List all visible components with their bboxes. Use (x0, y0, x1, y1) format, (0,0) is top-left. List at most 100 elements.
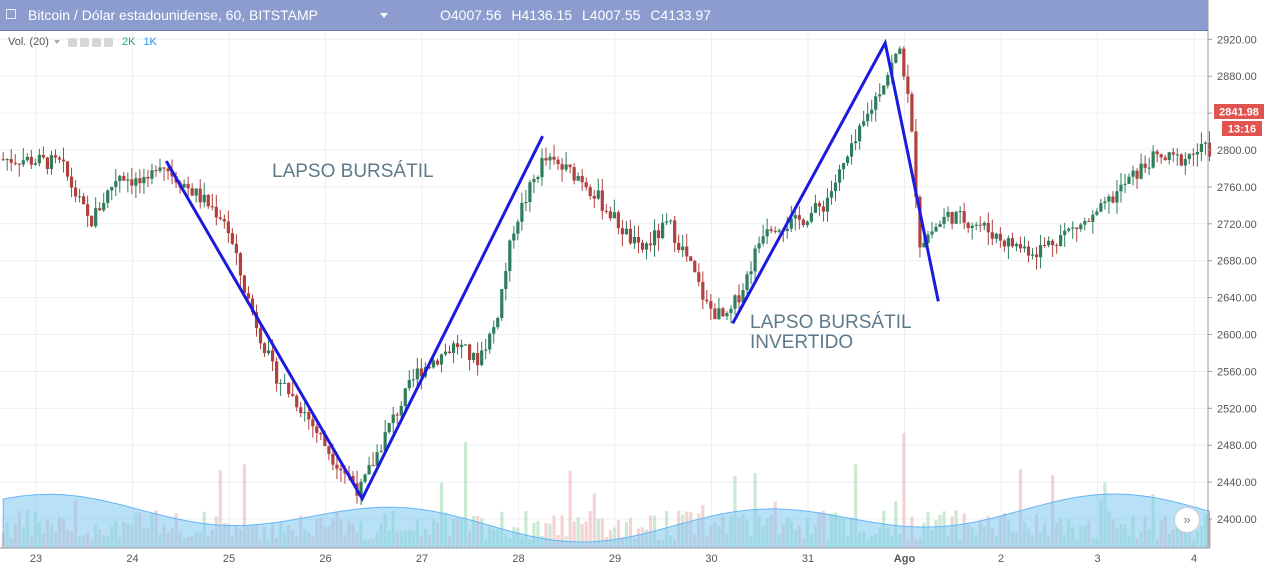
candle-body (1175, 154, 1179, 156)
trend-line-2[interactable] (731, 38, 940, 325)
candle-body (1075, 227, 1079, 230)
candle-body (134, 178, 138, 186)
y-tick-label: 2520.00 (1217, 403, 1257, 415)
volume-bar (902, 432, 906, 548)
candle-body (351, 475, 355, 484)
candle-body (45, 157, 50, 170)
candle-body (733, 295, 737, 309)
candle-body (480, 350, 484, 366)
x-tick-label: 3 (1094, 553, 1100, 565)
candle-body (1155, 151, 1159, 155)
volume-label[interactable]: Vol. (20) (8, 36, 49, 48)
candle-body (1203, 142, 1208, 144)
collapse-icon[interactable] (6, 9, 16, 19)
candle-body (1107, 196, 1111, 202)
candle-body (114, 181, 118, 187)
caret-down-icon[interactable] (53, 40, 60, 44)
volume-moving-average (2, 493, 1210, 549)
candle-body (1014, 244, 1019, 247)
candle-body (1002, 240, 1006, 247)
price-axis[interactable]: 2920.002880.002840.002800.002760.002720.… (1207, 0, 1257, 548)
candle-body (303, 412, 307, 414)
candle-body (90, 215, 94, 227)
candle-body (69, 176, 74, 188)
candle-body (443, 351, 448, 355)
x-tick-label: 25 (223, 553, 235, 565)
candle-body (250, 298, 255, 313)
gear-icon[interactable] (79, 37, 89, 47)
y-tick-label: 2720.00 (1217, 219, 1257, 231)
add-icon[interactable] (91, 37, 101, 47)
candle-body (862, 121, 866, 126)
y-tick-label: 2880.00 (1217, 71, 1257, 83)
candle-body (990, 232, 994, 239)
candle-body (588, 187, 592, 196)
candle-body (878, 94, 882, 97)
candle-body (9, 159, 13, 163)
candle-body (689, 256, 693, 262)
candle-body (777, 230, 781, 232)
y-tick-label: 2920.00 (1217, 34, 1257, 46)
candle-body (725, 312, 729, 317)
close-icon[interactable] (103, 37, 113, 47)
y-tick-label: 2600.00 (1217, 330, 1257, 342)
candle-body (238, 253, 243, 276)
candle-body (472, 353, 476, 361)
candle-body (387, 423, 391, 433)
candle-body (665, 221, 669, 223)
candle-body (262, 343, 267, 354)
candle-body (982, 222, 986, 226)
candle-body (138, 178, 142, 184)
ohlc-high: H4136.15 (511, 7, 573, 23)
candle-body (854, 141, 858, 144)
candle-body (1071, 227, 1075, 229)
caret-down-icon[interactable] (380, 13, 388, 18)
candle-body (729, 308, 733, 313)
candle-body (41, 154, 45, 158)
candle-body (65, 161, 70, 177)
candle-body (1103, 201, 1107, 204)
candle-body (154, 170, 158, 172)
ohlc-low: L4007.55 (582, 7, 641, 23)
candle-body (809, 212, 813, 222)
candle-body (524, 202, 528, 204)
candle-body (604, 210, 608, 212)
x-tick-label: 30 (705, 553, 717, 565)
x-tick-label: 28 (512, 553, 524, 565)
candle-body (371, 465, 375, 467)
candle-body (1051, 240, 1055, 246)
candle-body (930, 231, 934, 235)
candle-body (1030, 254, 1035, 256)
volume-bar (242, 464, 247, 548)
time-axis[interactable]: 23 24 25 26 27 28 29 30 31 Ago 2 3 4 (0, 547, 1208, 565)
annotation-lapso-invertido-line2: INVERTIDO (750, 332, 853, 353)
symbol-header: Bitcoin / Dólar estadounidense, 60, BITS… (0, 0, 1208, 31)
eye-icon[interactable] (67, 37, 77, 47)
candle-body (242, 275, 247, 294)
candle-body (427, 367, 431, 369)
candle-body (1059, 235, 1063, 246)
candle-body (1115, 191, 1119, 203)
candle-body (270, 350, 275, 362)
candle-body (540, 157, 544, 178)
volume-bar (580, 523, 584, 548)
scroll-right-icon[interactable]: » (1174, 507, 1200, 533)
volume-bar (568, 470, 572, 548)
volume-bar (588, 511, 592, 548)
trend-line-1[interactable] (165, 135, 544, 502)
candle-body (624, 228, 629, 235)
candle-body (950, 211, 954, 224)
candle-body (323, 434, 327, 447)
candle-body (741, 289, 745, 303)
candle-body (407, 379, 411, 389)
candle-body (331, 453, 335, 465)
candle-body (946, 211, 950, 217)
y-tick-label: 2760.00 (1217, 182, 1257, 194)
symbol-title[interactable]: Bitcoin / Dólar estadounidense, 60, BITS… (28, 7, 318, 23)
candle-body (500, 289, 504, 318)
candle-body (186, 183, 190, 189)
candle-body (210, 206, 214, 208)
candle-body (459, 344, 464, 348)
candle-body (335, 464, 339, 469)
